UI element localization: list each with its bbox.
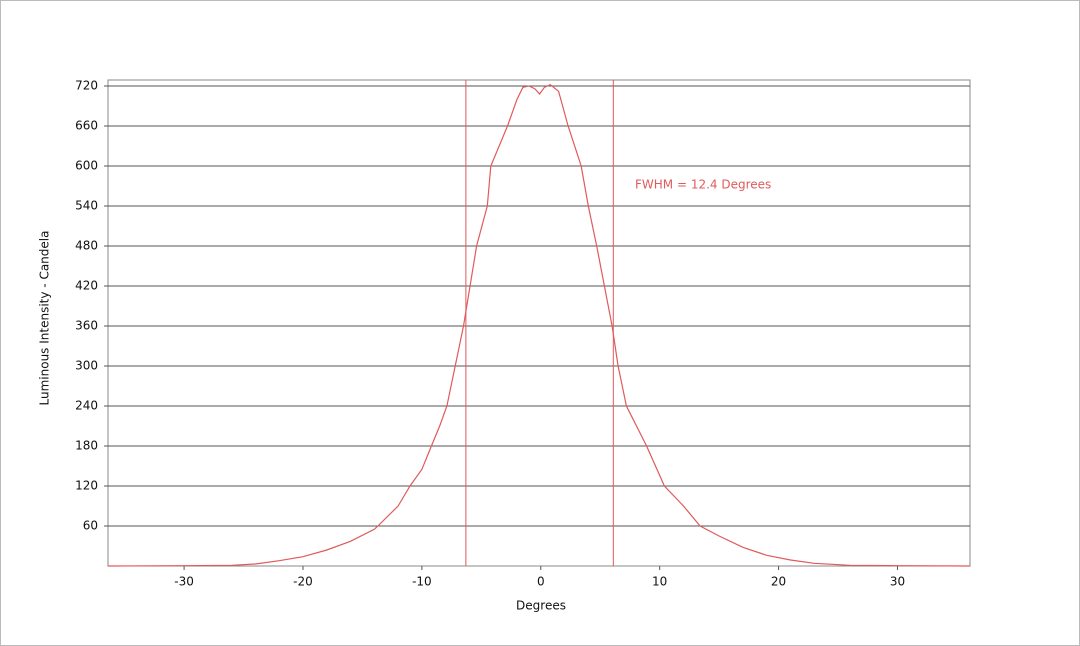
y-tick-label: 300 [75, 359, 98, 373]
y-tick-label: 720 [75, 79, 98, 93]
y-tick-label: 120 [75, 479, 98, 493]
x-tick-label: 0 [537, 575, 545, 589]
y-tick-label: 180 [75, 439, 98, 453]
x-axis-label: Degrees [516, 599, 566, 613]
y-tick-label: 240 [75, 399, 98, 413]
y-tick-label: 660 [75, 119, 98, 133]
x-tick-label: 20 [771, 575, 786, 589]
data-line [107, 84, 971, 567]
y-tick-label: 60 [83, 519, 98, 533]
annotation: FWHM = 12.4 Degrees [635, 178, 771, 192]
y-tick-label: 600 [75, 159, 98, 173]
x-tick-label: 10 [652, 575, 667, 589]
y-tick-label: 360 [75, 319, 98, 333]
plot-area [107, 79, 971, 567]
x-tick-label: -10 [412, 575, 432, 589]
x-tick-label: -30 [174, 575, 194, 589]
y-tick-label: 420 [75, 279, 98, 293]
y-tick-label: 540 [75, 199, 98, 213]
x-tick-label: 30 [890, 575, 905, 589]
x-tick-label: -20 [293, 575, 313, 589]
y-axis-label: Luminous Intensity - Candela [38, 231, 52, 406]
y-tick-label: 480 [75, 239, 98, 253]
